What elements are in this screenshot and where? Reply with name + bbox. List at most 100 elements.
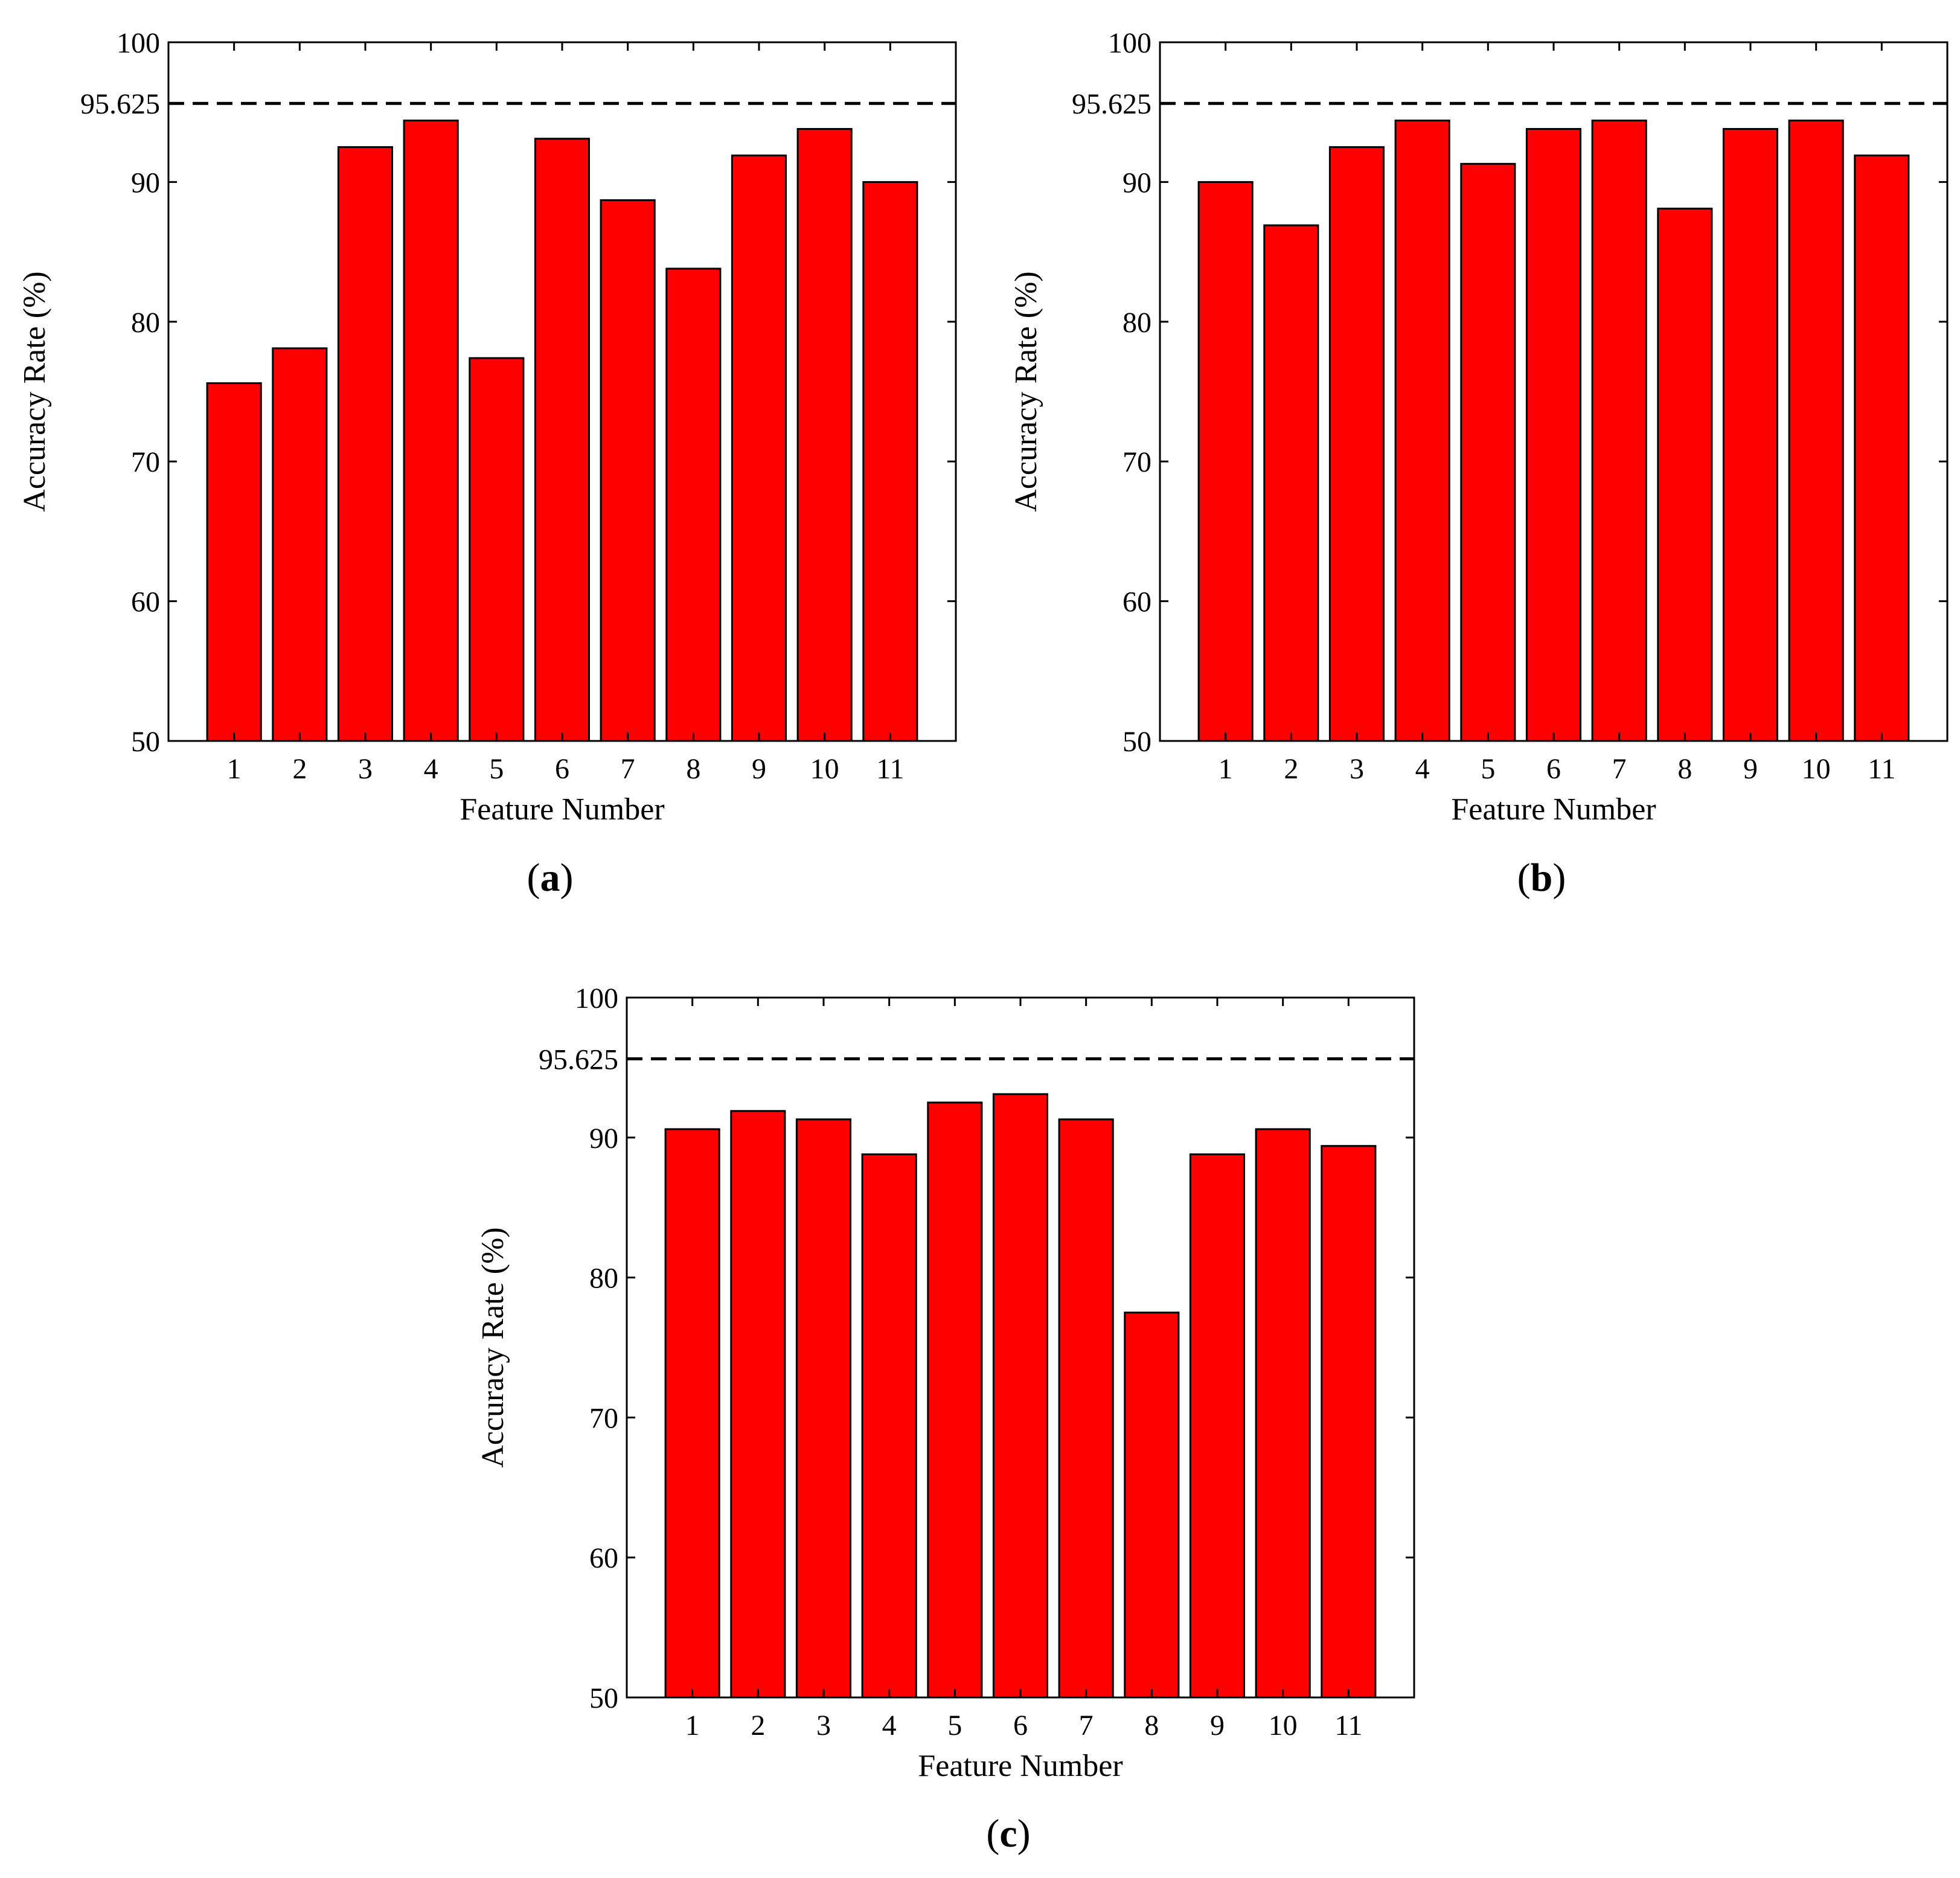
y-tick-label: 50 (589, 1682, 618, 1714)
y-tick-label: 90 (131, 167, 160, 199)
x-tick-label: 1 (1219, 753, 1233, 785)
bar-feature-3 (795, 1118, 852, 1699)
bar-feature-8 (1657, 207, 1713, 742)
reference-line-label: 95.625 (539, 1043, 618, 1075)
reference-line-label: 95.625 (1072, 88, 1151, 120)
y-axis-title: Accuracy Rate (%) (18, 271, 52, 511)
panel-label: (a) (527, 856, 574, 900)
x-axis-title: Feature Number (918, 1749, 1123, 1783)
bar-feature-9 (731, 154, 787, 742)
bar-feature-6 (992, 1093, 1049, 1699)
bar-feature-10 (1788, 120, 1844, 742)
bar-feature-3 (337, 146, 394, 742)
chart-panel-b: 50 60 70 80 90 100 95.625 1 2 3 4 5 6 7 8 9 10 11 Feature … (1009, 27, 1949, 900)
panel-label-letter: c (999, 1812, 1017, 1856)
bar-feature-4 (861, 1153, 917, 1699)
y-tick-label: 50 (1123, 726, 1151, 758)
bar-feature-1 (664, 1128, 720, 1699)
bar-feature-4 (403, 120, 459, 742)
y-tick-label: 90 (589, 1123, 618, 1155)
x-tick-label: 5 (1481, 753, 1495, 785)
x-tick-label: 2 (1284, 753, 1298, 785)
x-tick-label: 4 (424, 753, 438, 785)
x-tick-label: 11 (1868, 753, 1895, 785)
panel-label: (c) (986, 1812, 1030, 1856)
x-tick-label: 8 (1677, 753, 1692, 785)
x-tick-label: 4 (1415, 753, 1430, 785)
bar-feature-9 (1189, 1153, 1246, 1699)
bar-feature-4 (1394, 120, 1450, 742)
x-tick-label: 8 (686, 753, 700, 785)
x-tick-label: 4 (882, 1710, 897, 1742)
bar-feature-7 (1058, 1118, 1114, 1699)
y-tick-label: 80 (589, 1263, 618, 1295)
panel-label-close: ) (560, 856, 574, 900)
x-tick-label: 11 (1334, 1710, 1362, 1742)
x-tick-label: 6 (1013, 1710, 1028, 1742)
bar-feature-5 (927, 1101, 983, 1699)
x-tick-label: 6 (555, 753, 569, 785)
bar-feature-5 (469, 357, 525, 742)
x-tick-label: 6 (1546, 753, 1561, 785)
y-tick-label: 90 (1123, 167, 1151, 199)
bar-feature-1 (1197, 181, 1254, 742)
y-tick-label: 70 (1123, 446, 1151, 478)
x-tick-label: 2 (292, 753, 307, 785)
x-tick-label: 5 (947, 1710, 962, 1742)
bar-feature-10 (1255, 1128, 1311, 1699)
x-tick-label: 3 (358, 753, 373, 785)
x-tick-label: 8 (1144, 1710, 1159, 1742)
x-tick-label: 10 (1269, 1710, 1298, 1742)
bar-feature-1 (206, 382, 262, 742)
x-axis-title: Feature Number (1451, 792, 1656, 827)
bar-feature-7 (600, 199, 656, 742)
y-tick-label: 60 (589, 1542, 618, 1574)
y-tick-label: 80 (1123, 307, 1151, 339)
x-tick-label: 7 (1612, 753, 1627, 785)
y-tick-label: 80 (131, 307, 160, 339)
x-tick-label: 10 (810, 753, 839, 785)
x-tick-label: 3 (1350, 753, 1364, 785)
bar-feature-6 (1525, 128, 1581, 742)
bar-feature-11 (862, 181, 918, 742)
panel-label: (b) (1517, 856, 1566, 900)
chart-panel-c: 50 60 70 80 90 100 95.625 1 2 3 4 5 6 7 8 9 10 11 Feature … (476, 982, 1415, 1856)
panel-label-open: ( (986, 1812, 999, 1856)
y-axis-title: Accuracy Rate (%) (1009, 271, 1043, 511)
bar-feature-5 (1460, 162, 1516, 742)
bar-feature-2 (1263, 224, 1319, 742)
panel-label-open: ( (527, 856, 540, 900)
bar-feature-9 (1722, 128, 1778, 742)
bar-feature-10 (796, 128, 853, 742)
x-axis-title: Feature Number (460, 792, 664, 827)
x-tick-label: 10 (1802, 753, 1831, 785)
x-tick-label: 5 (489, 753, 504, 785)
x-tick-label: 1 (227, 753, 242, 785)
y-tick-label: 50 (131, 726, 160, 758)
y-tick-label: 100 (117, 27, 160, 59)
x-tick-label: 7 (1079, 1710, 1094, 1742)
y-tick-label: 100 (575, 982, 618, 1014)
y-tick-label: 60 (1123, 586, 1151, 618)
bar-feature-7 (1591, 120, 1647, 742)
x-tick-label: 1 (685, 1710, 700, 1742)
bar-feature-2 (272, 347, 328, 742)
x-tick-label: 9 (752, 753, 766, 785)
x-tick-label: 9 (1743, 753, 1758, 785)
panel-label-letter: b (1531, 856, 1553, 900)
bar-feature-8 (665, 268, 722, 742)
y-axis-title: Accuracy Rate (%) (476, 1227, 510, 1467)
x-tick-label: 9 (1210, 1710, 1225, 1742)
bar-feature-11 (1854, 154, 1910, 742)
panel-label-close: ) (1017, 1812, 1031, 1856)
x-tick-label: 2 (751, 1710, 765, 1742)
x-tick-label: 3 (816, 1710, 831, 1742)
reference-line-label: 95.625 (80, 88, 160, 120)
y-tick-label: 70 (131, 446, 160, 478)
bar-feature-8 (1124, 1312, 1180, 1699)
x-tick-label: 7 (621, 753, 635, 785)
panel-label-letter: a (540, 856, 560, 900)
bar-feature-2 (730, 1110, 786, 1699)
